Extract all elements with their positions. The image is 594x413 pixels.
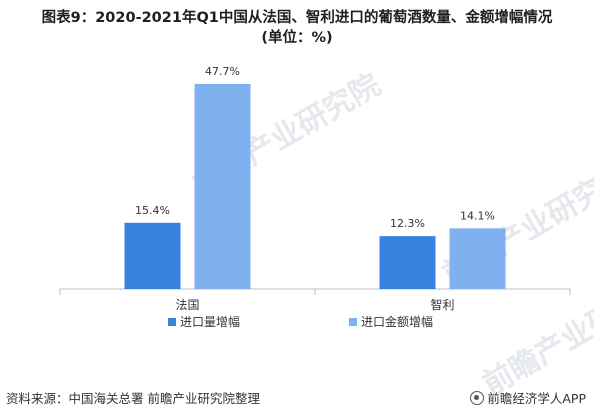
x-tick-label: 法国 xyxy=(175,298,199,312)
brand-text: 前瞻经济学人APP xyxy=(487,391,586,406)
x-tick-label: 智利 xyxy=(430,297,454,312)
data-label: 47.7% xyxy=(205,65,240,78)
chart-title-line1: 图表9：2020-2021年Q1中国从法国、智利进口的葡萄酒数量、金额增幅情况 xyxy=(41,10,553,26)
legend-label: 进口金额增幅 xyxy=(361,314,433,329)
bar-volume xyxy=(124,222,181,289)
brand-logo-icon xyxy=(470,390,485,405)
data-label: 12.3% xyxy=(390,217,425,230)
legend-label: 进口量增幅 xyxy=(180,314,240,329)
legend-swatch xyxy=(349,318,357,326)
bar-amount xyxy=(194,83,251,289)
legend-swatch xyxy=(168,318,176,326)
bar-amount xyxy=(449,228,506,289)
source-note: 资料来源：中国海关总署 前瞻产业研究院整理 xyxy=(6,391,260,406)
chart-title: 图表9：2020-2021年Q1中国从法国、智利进口的葡萄酒数量、金额增幅情况 … xyxy=(0,8,594,48)
brand-label: 前瞻经济学人APP xyxy=(470,388,586,407)
data-label: 15.4% xyxy=(135,204,170,217)
bar-volume xyxy=(379,236,436,289)
data-label: 14.1% xyxy=(460,209,495,222)
chart-title-line2: (单位：%) xyxy=(261,30,333,46)
